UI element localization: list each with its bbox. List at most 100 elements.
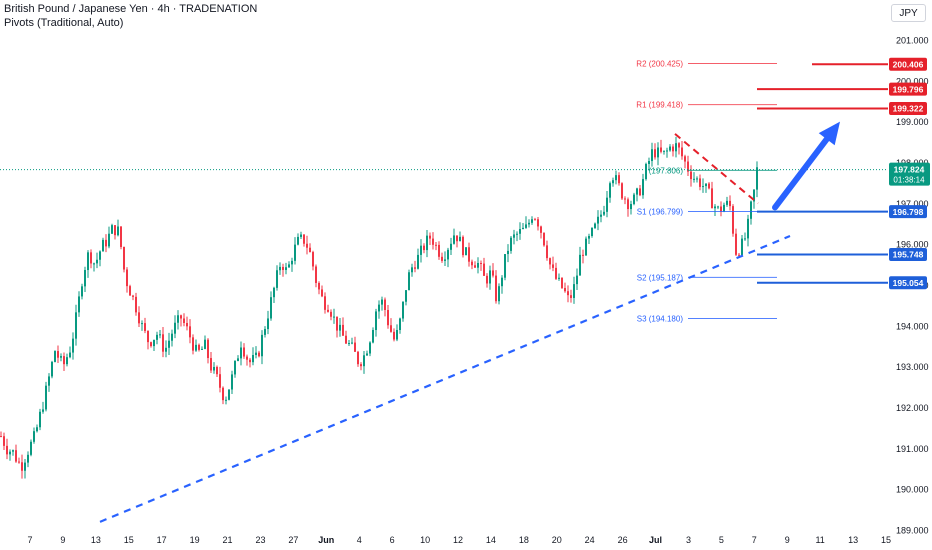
y-tick-label: 190.000 <box>896 485 929 495</box>
candle-body <box>657 147 659 158</box>
candle <box>540 225 542 239</box>
y-tick-label: 197.000 <box>896 199 929 209</box>
candle-body <box>672 146 674 152</box>
candle-body <box>618 175 620 184</box>
candle-body <box>531 219 533 223</box>
candle-body <box>549 258 551 265</box>
candle <box>261 330 263 365</box>
candle-body <box>678 143 680 148</box>
candle <box>639 184 641 197</box>
time-axis[interactable]: 7 9 13 15 17 19 21 23 27 Jun 4 6 10 12 14 18 20 24 26 Jul 3 5… <box>27 535 891 545</box>
candle-body <box>690 171 692 180</box>
candle <box>279 262 281 275</box>
candle-body <box>309 247 311 253</box>
candle <box>276 265 278 291</box>
candle-body <box>252 355 254 363</box>
candle <box>525 216 527 229</box>
candle <box>102 237 104 252</box>
candle <box>348 339 350 346</box>
candle-body <box>417 254 419 269</box>
candle <box>435 241 437 251</box>
candle <box>414 260 416 273</box>
candle-body <box>444 259 446 261</box>
candle-body <box>630 204 632 210</box>
candle <box>660 139 662 154</box>
candle-body <box>399 318 401 330</box>
candle <box>474 261 476 268</box>
candle-body <box>447 249 449 260</box>
x-tick-label: Jun <box>318 535 334 545</box>
candle-body <box>351 342 353 344</box>
y-tick-label: 193.000 <box>896 362 929 372</box>
candle <box>165 340 167 358</box>
x-tick-label: 4 <box>357 535 362 545</box>
pivot-label-s1: S1 (196.799) <box>637 208 684 217</box>
candle <box>42 401 44 414</box>
candle-body <box>150 342 152 347</box>
key-level-tag: 195.054 <box>889 276 927 290</box>
candle <box>189 319 191 344</box>
candle <box>489 265 491 290</box>
candle <box>375 308 377 337</box>
candle-body <box>486 275 488 284</box>
candle-body <box>519 229 521 234</box>
candle <box>234 360 236 378</box>
candle <box>201 346 203 351</box>
candle <box>285 262 287 275</box>
candle-body <box>462 236 464 256</box>
candle <box>726 196 728 207</box>
candle-body <box>459 236 461 242</box>
candle-body <box>135 296 137 313</box>
candle-body <box>456 235 458 242</box>
candle-body <box>645 163 647 180</box>
candle <box>561 277 563 289</box>
currency-button[interactable]: JPY <box>891 4 926 22</box>
candle-body <box>669 146 671 151</box>
candle-body <box>663 150 665 152</box>
candle-body <box>705 183 707 187</box>
candle <box>708 182 710 190</box>
x-tick-label: 7 <box>27 535 32 545</box>
candle <box>744 232 746 241</box>
candle <box>573 276 575 304</box>
candle <box>714 204 716 216</box>
candle <box>198 343 200 352</box>
candle <box>15 444 17 463</box>
candle-body <box>636 188 638 195</box>
candle-body <box>204 339 206 349</box>
key-level-tag-bg <box>889 247 927 261</box>
x-tick-label: 6 <box>390 535 395 545</box>
candle <box>468 242 470 267</box>
candle <box>243 343 245 359</box>
candle-body <box>552 264 554 268</box>
candle-body <box>267 318 269 330</box>
key-level-tag-label: 195.748 <box>893 250 924 260</box>
candle <box>693 172 695 183</box>
descending-trendline <box>674 133 759 205</box>
candle <box>192 334 194 355</box>
candle-body <box>147 330 149 343</box>
pivot-label-s3: S3 (194.180) <box>637 314 684 323</box>
candle <box>672 144 674 157</box>
candle-body <box>558 277 560 279</box>
price-axis[interactable]: 189.000 190.000 191.000 192.000 193.000 194.0… <box>888 0 932 550</box>
candle <box>528 219 530 228</box>
y-tick-label: 200.000 <box>896 76 929 86</box>
candle-body <box>594 223 596 228</box>
candle-body <box>300 234 302 237</box>
pivot-label-s2: S2 (195.187) <box>637 273 684 282</box>
candle-body <box>480 262 482 264</box>
candle <box>522 223 524 230</box>
candle-body <box>336 316 338 331</box>
key-level-tag-bg <box>889 276 927 290</box>
candle <box>609 181 611 203</box>
candle <box>663 150 665 155</box>
candle-body <box>57 351 59 358</box>
candle-body <box>648 160 650 164</box>
candle-body <box>507 250 509 255</box>
candle-body <box>414 267 416 269</box>
candle <box>720 201 722 217</box>
candle <box>555 262 557 281</box>
candle-body <box>102 239 104 252</box>
